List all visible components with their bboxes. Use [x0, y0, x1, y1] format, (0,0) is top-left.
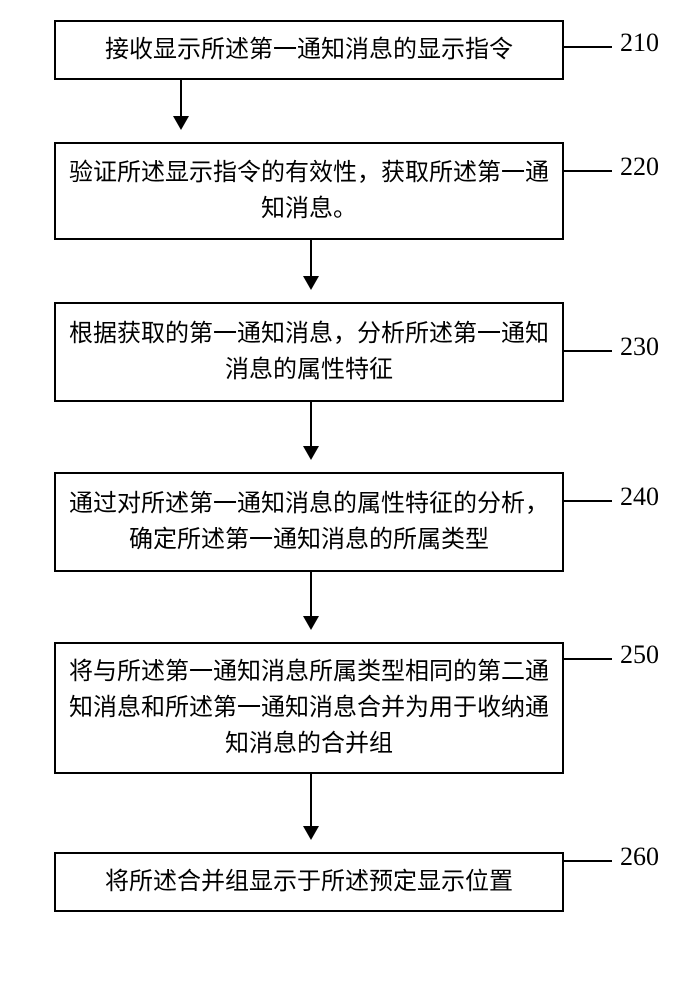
label-connector — [564, 350, 612, 352]
label-connector — [564, 860, 612, 862]
flow-arrow — [180, 80, 182, 128]
flow-step-text: 接收显示所述第一通知消息的显示指令 — [105, 32, 513, 68]
flow-step-230: 根据获取的第一通知消息，分析所述第一通知消息的属性特征 — [54, 302, 564, 402]
flow-arrow — [310, 572, 312, 628]
flow-step-label-210: 210 — [620, 28, 659, 58]
flow-step-text: 验证所述显示指令的有效性，获取所述第一通知消息。 — [68, 155, 550, 227]
flow-step-260: 将所述合并组显示于所述预定显示位置 — [54, 852, 564, 912]
flow-arrow — [310, 240, 312, 288]
flow-step-label-230: 230 — [620, 332, 659, 362]
flow-step-250: 将与所述第一通知消息所属类型相同的第二通知消息和所述第一通知消息合并为用于收纳通… — [54, 642, 564, 774]
label-connector — [564, 46, 612, 48]
label-connector — [564, 170, 612, 172]
flow-step-label-240: 240 — [620, 482, 659, 512]
label-connector — [564, 658, 612, 660]
flow-step-text: 将所述合并组显示于所述预定显示位置 — [105, 864, 513, 900]
flow-step-220: 验证所述显示指令的有效性，获取所述第一通知消息。 — [54, 142, 564, 240]
flow-arrow — [310, 402, 312, 458]
label-connector — [564, 500, 612, 502]
flow-step-label-220: 220 — [620, 152, 659, 182]
flow-step-label-260: 260 — [620, 842, 659, 872]
flow-step-text: 通过对所述第一通知消息的属性特征的分析，确定所述第一通知消息的所属类型 — [68, 486, 550, 558]
flow-step-240: 通过对所述第一通知消息的属性特征的分析，确定所述第一通知消息的所属类型 — [54, 472, 564, 572]
flow-step-text: 根据获取的第一通知消息，分析所述第一通知消息的属性特征 — [68, 316, 550, 388]
flow-step-210: 接收显示所述第一通知消息的显示指令 — [54, 20, 564, 80]
flowchart-container: 接收显示所述第一通知消息的显示指令 210 验证所述显示指令的有效性，获取所述第… — [0, 0, 697, 1000]
flow-step-label-250: 250 — [620, 640, 659, 670]
flow-step-text: 将与所述第一通知消息所属类型相同的第二通知消息和所述第一通知消息合并为用于收纳通… — [68, 654, 550, 762]
flow-arrow — [310, 774, 312, 838]
